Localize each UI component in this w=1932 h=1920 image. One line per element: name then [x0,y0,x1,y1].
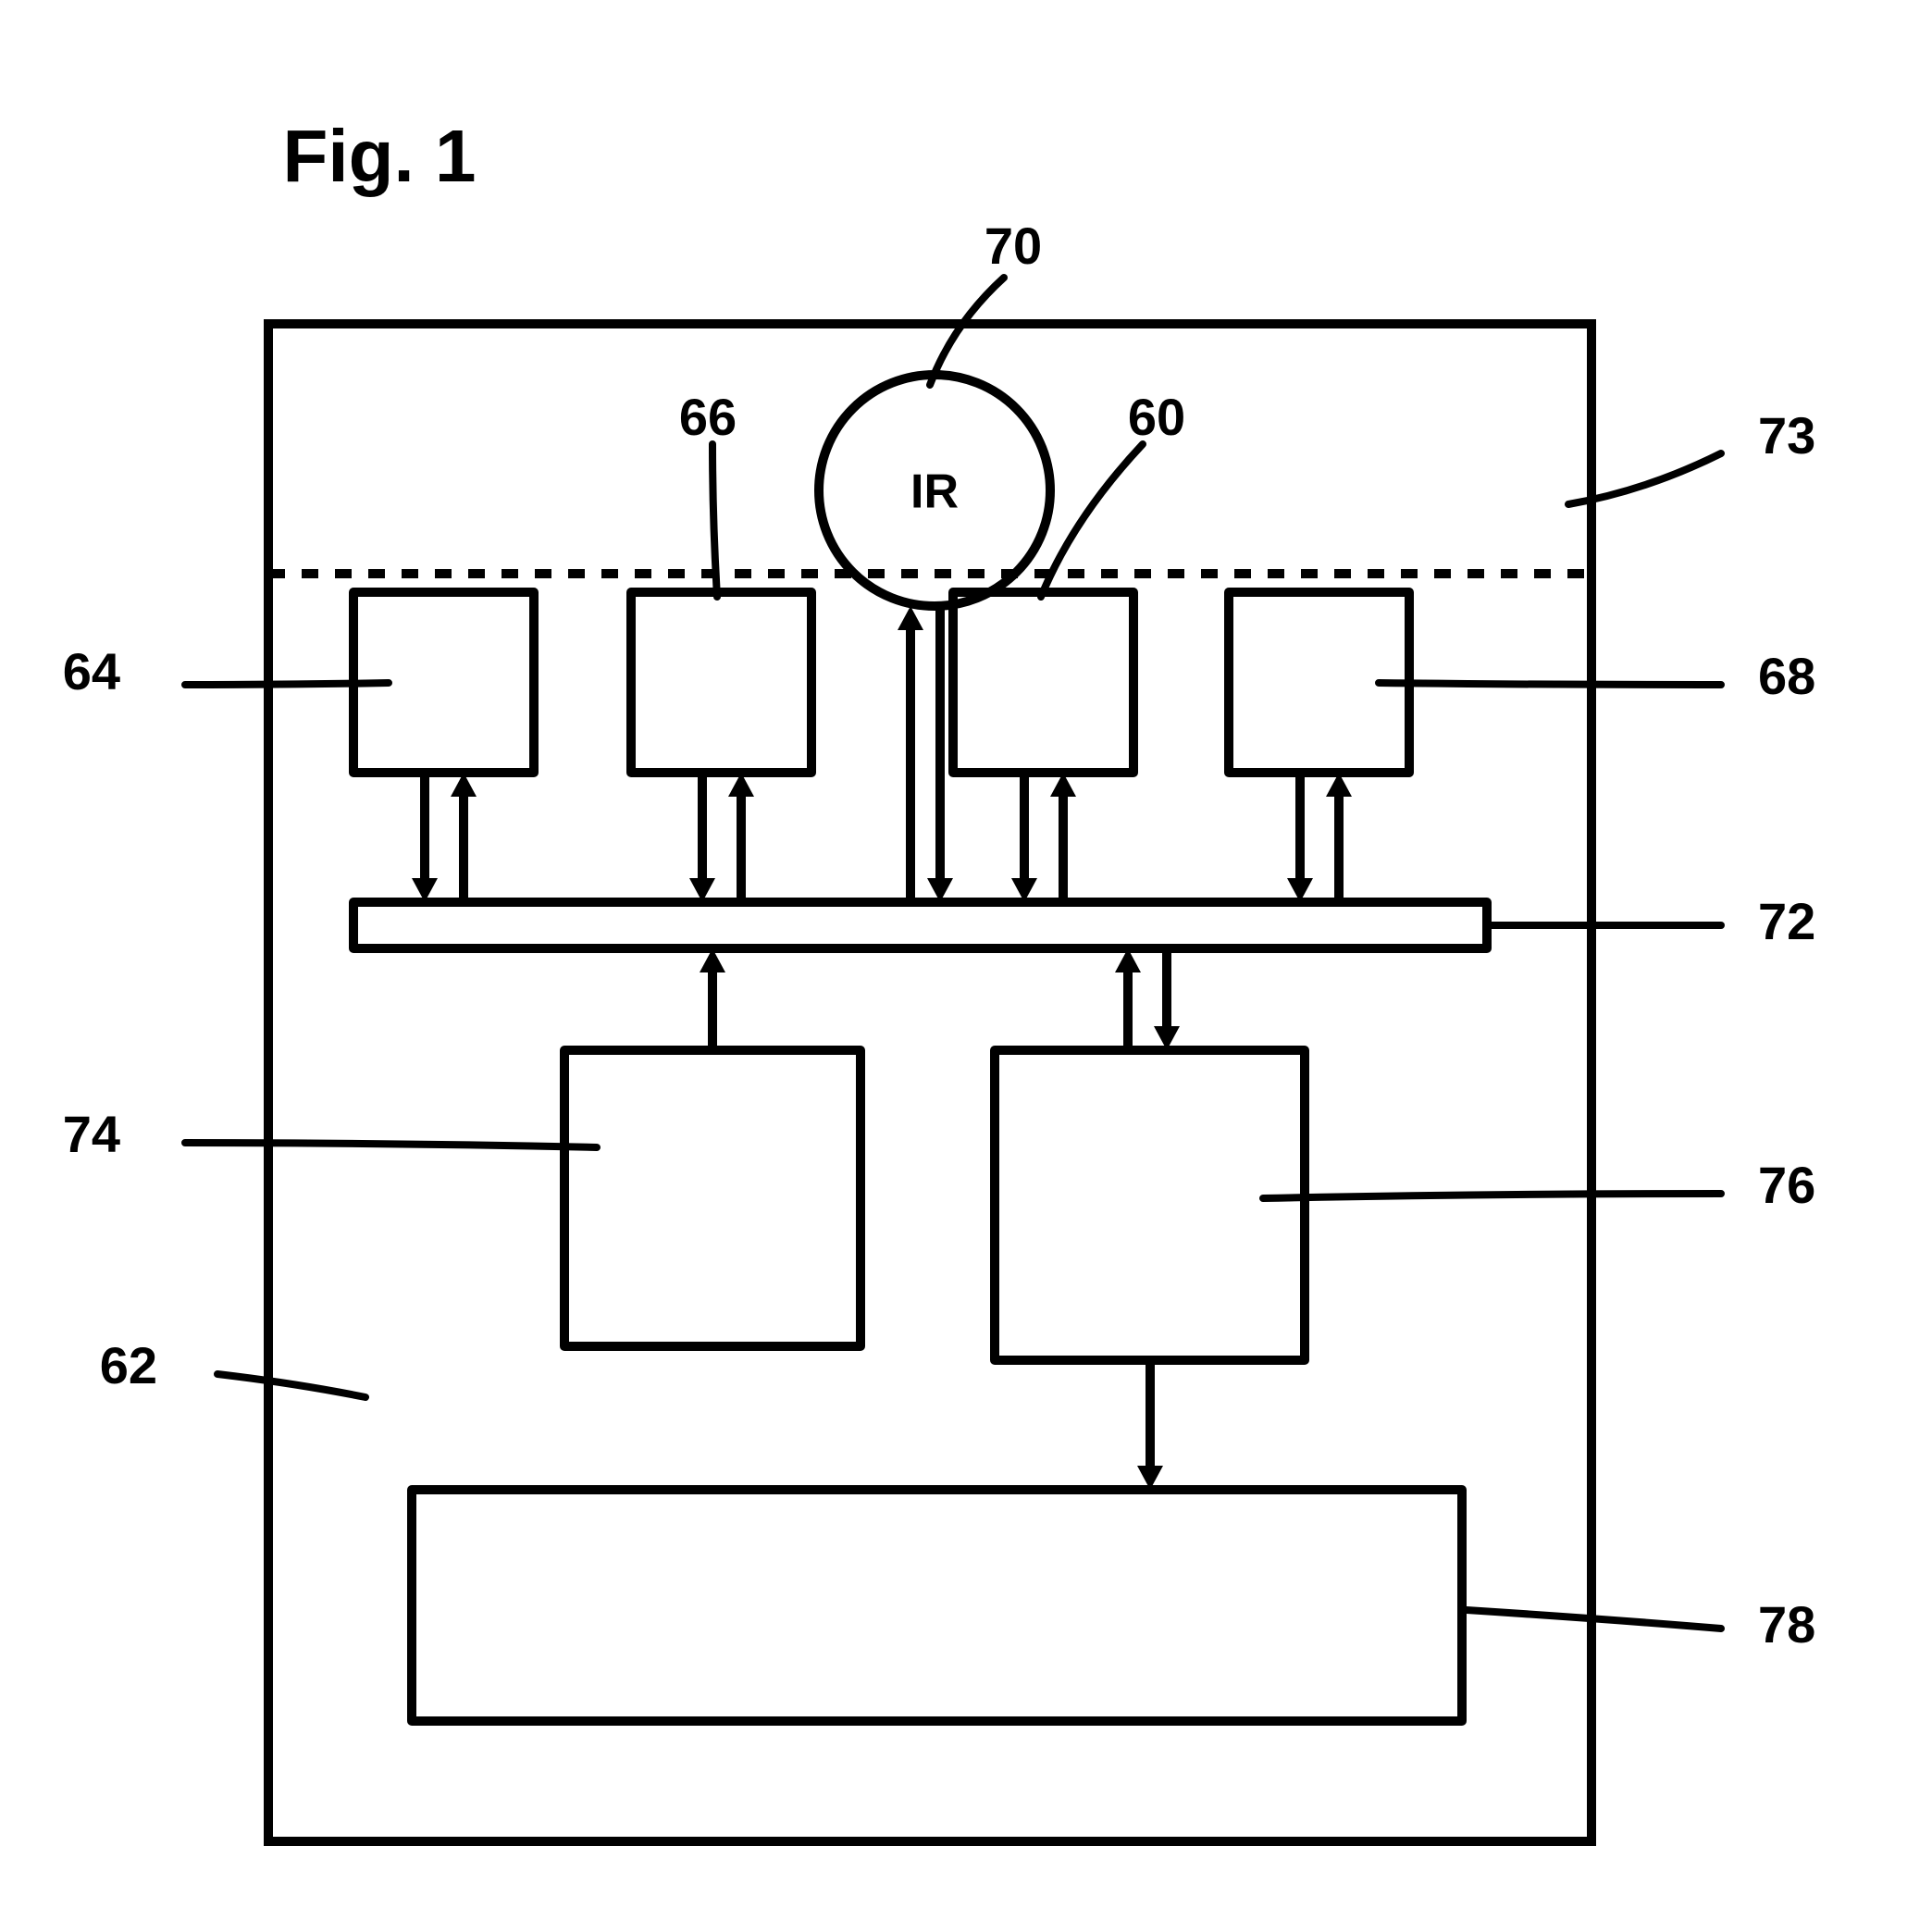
outer-box [268,324,1591,1841]
figure-title: Fig. 1 [283,115,477,197]
ref-label-76: 76 [1758,1156,1815,1214]
diagram-canvas: IR Fig. 1 70 66 60 73 64 68 72 74 76 62 78 [0,0,1932,1920]
ref-label-68: 68 [1758,647,1815,705]
leader-line [185,683,389,685]
ref-label-70: 70 [985,217,1042,275]
leader-line [1263,1194,1721,1198]
leader-line [185,1143,597,1147]
ref-label-64: 64 [63,642,120,700]
ref-label-78: 78 [1758,1595,1815,1654]
ref-label-60: 60 [1128,388,1185,446]
ref-label-73: 73 [1758,406,1815,465]
leader-line [1379,683,1721,685]
ref-label-62: 62 [100,1336,157,1394]
ref-label-66: 66 [679,388,737,446]
ir-label: IR [910,465,959,519]
ref-label-74: 74 [63,1105,120,1163]
ref-label-72: 72 [1758,892,1815,950]
